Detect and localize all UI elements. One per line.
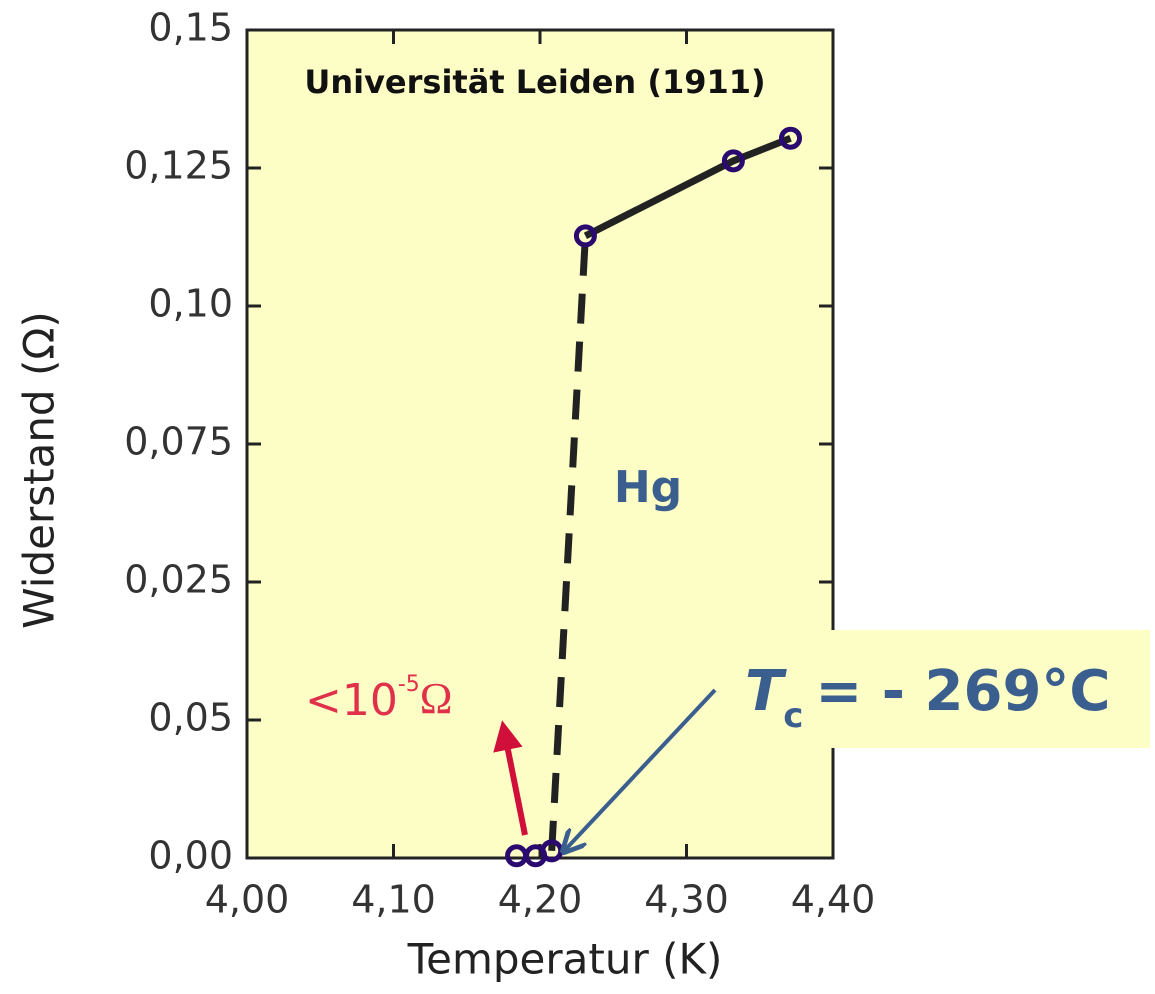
residual-label: <10-5Ω — [305, 672, 453, 726]
y-tick-label: 0,10 — [148, 282, 233, 326]
y-tick-label: 0,125 — [124, 144, 233, 188]
material-label: Hg — [614, 462, 682, 513]
y-tick-label: 0,15 — [148, 6, 233, 50]
data-point — [779, 126, 803, 150]
tc-label: Tc = - 269°C — [745, 659, 1111, 735]
x-tick-label: 4,30 — [644, 878, 729, 922]
chart-title: Universität Leiden (1911) — [304, 63, 765, 101]
x-axis-label: Temperatur (K) — [407, 935, 723, 984]
tc-value: = - 269°C — [815, 659, 1110, 724]
x-tick-label: 4,00 — [205, 878, 290, 922]
tc-arrow — [565, 688, 717, 850]
x-tick-label: 4,20 — [498, 878, 583, 922]
y-tick-label: 0,025 — [124, 558, 233, 602]
residual-unit: Ω — [420, 674, 453, 723]
data-point — [573, 224, 597, 248]
residual-exp: -5 — [398, 672, 420, 697]
x-tick-label: 4,40 — [791, 878, 876, 922]
y-tick-label: 0,05 — [148, 696, 233, 740]
transition-line — [548, 235, 589, 852]
y-axis-label: Widerstand (Ω) — [15, 311, 64, 629]
x-tick-label: 4,10 — [351, 878, 436, 922]
y-tick-label: 0,075 — [124, 420, 233, 464]
tc-sub: c — [783, 696, 803, 736]
tc-symbol: T — [745, 659, 787, 724]
residual-lt: <10 — [305, 675, 398, 726]
residual-arrow — [493, 720, 528, 836]
data-point — [721, 149, 745, 173]
y-tick-label: 0,00 — [148, 834, 233, 878]
tc-box — [718, 630, 1150, 748]
fit-line — [583, 134, 792, 240]
